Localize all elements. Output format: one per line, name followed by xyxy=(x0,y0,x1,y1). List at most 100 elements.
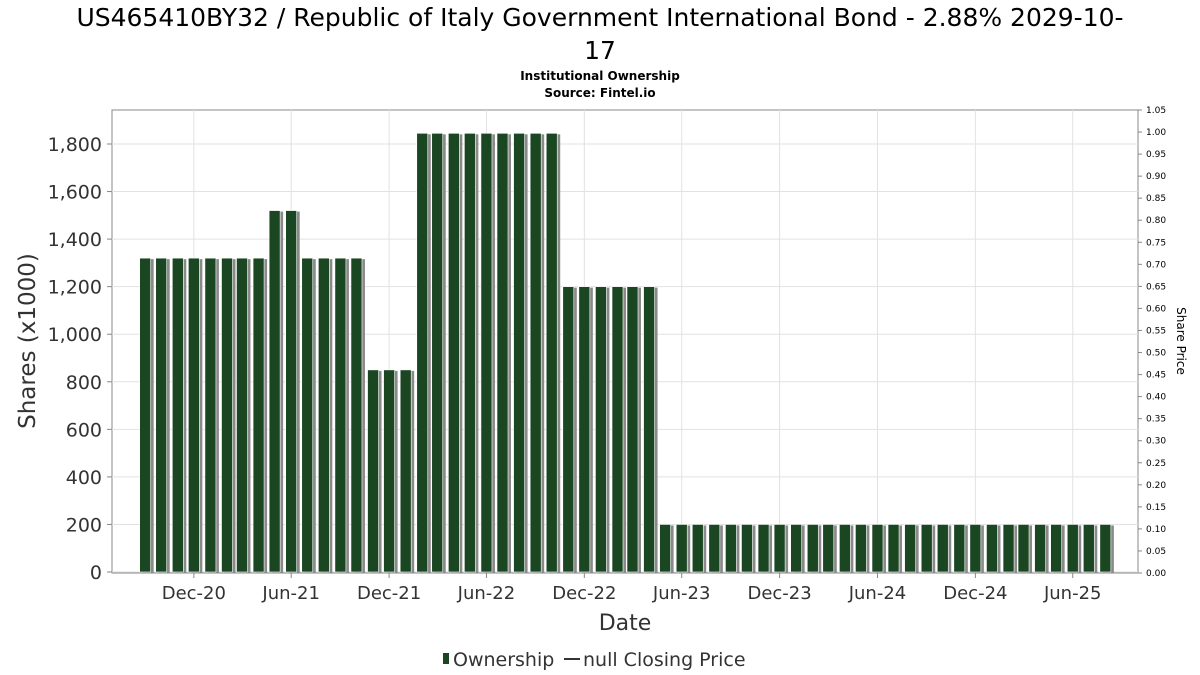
ownership-bar xyxy=(1050,524,1062,573)
chart-source: Source: Fintel.io xyxy=(544,86,655,100)
y2-tick-label: 0.95 xyxy=(1146,150,1166,160)
x-axis: Dec-20 Jun-21 Dec-21 Jun-22 Dec-22 Jun-23 Dec-… xyxy=(162,573,1102,604)
ownership-bar xyxy=(562,286,575,573)
ownership-bar xyxy=(204,257,217,573)
y2-tick-label: 1.05 xyxy=(1146,106,1166,116)
y2-tick-label: 0.90 xyxy=(1146,172,1166,182)
ownership-bars xyxy=(139,133,1114,574)
chart-title-line2: 17 xyxy=(584,36,616,65)
y2-tick-label: 0.45 xyxy=(1146,371,1166,381)
y-tick-label: 200 xyxy=(66,514,102,536)
y-axis: 0 200 400 600 800 1,000 1,200 1,400 1,600 1,800 xyxy=(48,134,112,584)
y2-tick-label: 0.65 xyxy=(1146,282,1166,292)
ownership-bar xyxy=(301,257,314,573)
ownership-bar xyxy=(529,133,542,573)
ownership-bar xyxy=(757,524,770,573)
x-tick-label: Dec-24 xyxy=(943,583,1007,604)
y2-axis: 0.00 0.05 0.10 0.15 0.20 0.25 0.30 0.35 0.40 0.45… xyxy=(1138,106,1166,579)
y-axis-label: Shares (x1000) xyxy=(15,253,41,429)
ownership-bar xyxy=(643,286,655,573)
y-tick-label: 1,200 xyxy=(48,277,102,299)
x-tick-label: Jun-24 xyxy=(848,583,907,604)
ownership-bar xyxy=(155,257,168,573)
y-tick-label: 0 xyxy=(90,562,102,584)
y2-tick-label: 0.05 xyxy=(1146,547,1166,557)
ownership-bar xyxy=(252,257,265,573)
legend-closing-price-label: null Closing Price xyxy=(583,649,746,671)
ownership-bar xyxy=(953,524,966,573)
y2-tick-label: 0.20 xyxy=(1146,481,1166,491)
ownership-bar xyxy=(806,524,819,573)
y2-axis-label: Share Price xyxy=(1174,307,1188,375)
ownership-bar xyxy=(741,524,753,573)
ownership-bar xyxy=(350,257,363,573)
x-tick-label: Jun-22 xyxy=(457,583,516,604)
ownership-bar xyxy=(691,524,704,573)
y2-tick-label: 0.40 xyxy=(1146,393,1166,403)
y2-tick-label: 0.75 xyxy=(1146,238,1166,248)
y2-tick-label: 0.10 xyxy=(1146,525,1166,535)
x-tick-label: Dec-21 xyxy=(357,583,421,604)
legend: Ownership null Closing Price xyxy=(443,649,746,671)
y2-tick-label: 0.85 xyxy=(1146,194,1166,204)
y-tick-label: 1,000 xyxy=(48,324,102,346)
x-tick-label: Jun-21 xyxy=(261,583,320,604)
ownership-bar xyxy=(448,133,460,573)
y2-tick-label: 0.80 xyxy=(1146,216,1166,226)
ownership-bar xyxy=(171,257,184,573)
ownership-bar xyxy=(545,133,558,573)
y-tick-label: 1,800 xyxy=(48,134,102,156)
legend-ownership-label: Ownership xyxy=(453,649,554,671)
ownership-bar xyxy=(1017,524,1030,573)
ownership-bar xyxy=(675,524,688,573)
x-tick-label: Jun-23 xyxy=(652,583,711,604)
ownership-bar xyxy=(659,524,671,573)
chart-subtitle: Institutional Ownership xyxy=(520,69,680,83)
ownership-bar xyxy=(334,257,347,573)
ownership-bar xyxy=(626,286,639,573)
y2-tick-label: 0.55 xyxy=(1146,326,1166,336)
ownership-bar xyxy=(855,524,867,573)
ownership-bar xyxy=(188,257,200,573)
ownership-bar xyxy=(986,524,998,573)
ownership-bar xyxy=(969,524,982,573)
y-tick-label: 800 xyxy=(66,372,102,394)
ownership-bar xyxy=(595,286,607,573)
ownership-bar xyxy=(318,257,330,573)
ownership-bar xyxy=(887,524,900,573)
ownership-bar xyxy=(839,524,851,573)
y2-tick-label: 0.30 xyxy=(1146,437,1166,447)
ownership-bar xyxy=(936,524,949,573)
chart-title-line1: US465410BY32 / Republic of Italy Governm… xyxy=(76,3,1123,32)
y-tick-label: 1,600 xyxy=(48,182,102,204)
x-axis-label: Date xyxy=(599,611,652,636)
ownership-bar xyxy=(1082,524,1095,573)
ownership-bar xyxy=(1066,524,1079,573)
ownership-bar xyxy=(399,369,412,573)
y-tick-label: 400 xyxy=(66,467,102,489)
ownership-bar xyxy=(708,524,721,573)
y2-tick-label: 0.25 xyxy=(1146,459,1166,469)
ownership-bar xyxy=(1099,524,1112,573)
ownership-bar xyxy=(871,524,884,573)
y-tick-label: 600 xyxy=(66,419,102,441)
ownership-bar xyxy=(725,524,737,573)
ownership-bar xyxy=(367,369,379,573)
ownership-bar xyxy=(496,133,509,573)
y2-tick-label: 0.15 xyxy=(1146,503,1166,513)
ownership-bar xyxy=(268,210,281,573)
ownership-bar xyxy=(285,210,298,573)
ownership-bar xyxy=(513,133,525,573)
ownership-bar xyxy=(773,524,786,573)
y-tick-label: 1,400 xyxy=(48,229,102,251)
ownership-bar xyxy=(578,286,591,573)
ownership-bar xyxy=(480,133,493,573)
legend-ownership-swatch xyxy=(443,653,449,664)
ownership-bar xyxy=(1034,524,1046,573)
y2-tick-label: 0.00 xyxy=(1146,569,1166,579)
x-tick-label: Dec-20 xyxy=(162,583,226,604)
ownership-bar xyxy=(221,257,233,573)
y2-tick-label: 0.35 xyxy=(1146,415,1166,425)
ownership-bar xyxy=(236,257,248,573)
